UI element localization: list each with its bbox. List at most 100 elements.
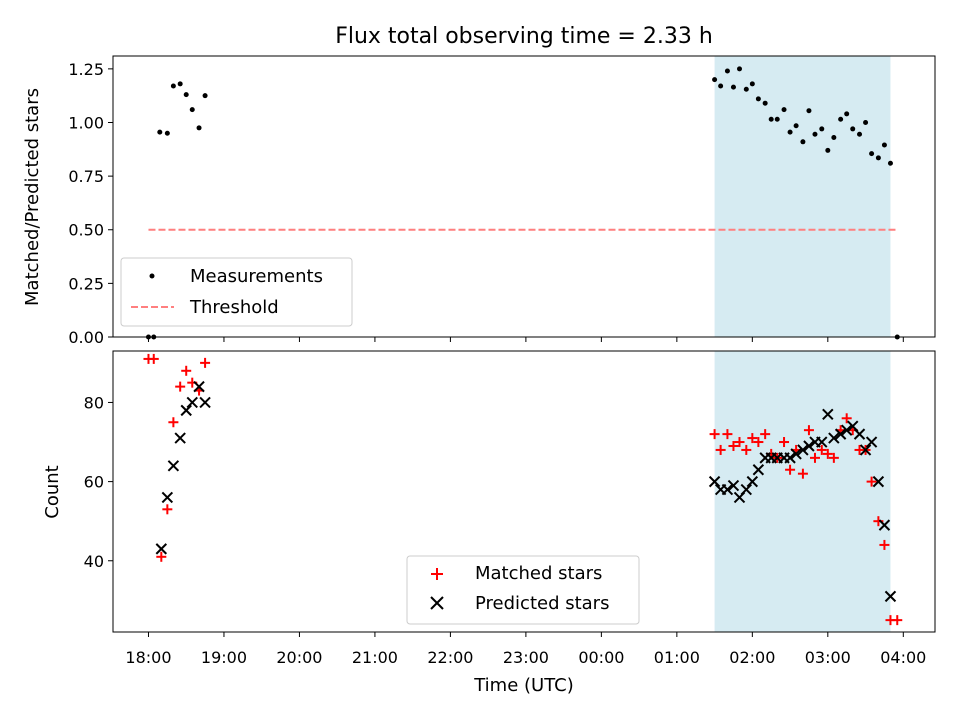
count-y-ticks: 40 60 80 <box>84 393 113 571</box>
predicted-star-point <box>872 475 885 488</box>
count-plot-frame <box>112 350 936 633</box>
matched-star-point <box>879 539 890 550</box>
measurement-point <box>183 92 189 98</box>
predicted-star-point <box>180 404 192 417</box>
matched-star-point <box>866 476 877 487</box>
matched-star-point <box>747 433 758 444</box>
measurement-point <box>762 100 768 106</box>
predicted-star-point <box>193 380 205 393</box>
ratio-marks <box>145 66 900 340</box>
matched-star-point <box>148 353 159 364</box>
x-tick-label: 02:00 <box>729 648 775 667</box>
legend-threshold-label: Threshold <box>189 297 279 318</box>
matched-star-point <box>779 437 790 448</box>
ratio-y-tick-label: 0.50 <box>68 221 104 240</box>
x-tick-label: 19:00 <box>201 648 247 667</box>
ratio-y-ticks: 0.00 0.25 0.50 0.75 1.00 1.25 <box>68 60 113 347</box>
ratio-highlight-rect <box>714 56 891 337</box>
predicted-star-point <box>865 436 878 448</box>
matched-star-point <box>822 448 833 459</box>
measurement-point <box>749 81 755 87</box>
matched-star-point <box>156 551 167 562</box>
measurement-point <box>718 83 724 89</box>
measurement-point <box>724 68 730 74</box>
measurement-point <box>196 125 202 131</box>
predicted-star-point <box>828 432 840 444</box>
legend-measurements-marker <box>149 273 155 279</box>
predicted-star-point <box>161 491 174 504</box>
measurement-point <box>189 107 195 113</box>
measurement-point <box>170 83 176 89</box>
matched-star-point <box>797 468 808 479</box>
count-highlight-span <box>714 351 891 632</box>
ratio-y-tick-label: 1.00 <box>68 113 104 132</box>
count-highlight-rect <box>714 351 891 632</box>
ratio-panel: 0.00 0.25 0.50 0.75 1.00 1.25 Matched/Predict… <box>22 55 936 347</box>
measurement-point <box>712 77 718 83</box>
matched-star-point <box>181 365 192 376</box>
measurement-point <box>774 116 780 122</box>
measurement-point <box>869 151 875 157</box>
predicted-star-point <box>708 475 721 488</box>
measurement-point <box>787 129 793 135</box>
predicted-star-point <box>878 519 891 531</box>
predicted-star-point <box>752 464 765 476</box>
count-y-tick-label: 60 <box>84 473 104 492</box>
predicted-star-point <box>853 428 866 440</box>
matched-star-point <box>722 429 733 440</box>
predicted-star-point <box>803 440 815 452</box>
count-y-tick-label: 80 <box>84 393 104 412</box>
predicted-star-point <box>167 460 180 472</box>
measurement-point <box>850 126 856 132</box>
ratio-x-ticks <box>147 337 904 342</box>
ratio-y-tick-label: 0.00 <box>68 328 104 347</box>
x-tick-label: 04:00 <box>880 648 926 667</box>
measurement-point <box>887 160 893 166</box>
predicted-star-point <box>174 432 186 444</box>
count-y-axis-label: Count <box>42 465 63 518</box>
ratio-y-tick-label: 0.25 <box>68 274 104 293</box>
predicted-star-point <box>199 396 211 409</box>
predicted-star-point <box>859 444 872 456</box>
count-legend-box <box>406 555 640 625</box>
measurement-point <box>831 135 837 141</box>
matched-star-point <box>760 429 771 440</box>
matched-star-point <box>741 444 752 455</box>
legend-measurements-label: Measurements <box>190 266 323 287</box>
x-tick-label: 18:00 <box>125 648 171 667</box>
matched-star-point <box>168 417 179 428</box>
count-y-tick-label: 40 <box>84 552 104 571</box>
matched-star-point <box>828 452 839 463</box>
measurement-point <box>825 147 831 153</box>
ratio-y-tick-label: 1.25 <box>68 60 104 79</box>
matched-star-point <box>175 381 186 392</box>
measurement-point <box>768 116 774 122</box>
legend-predicted-marker <box>430 596 444 610</box>
measurement-point <box>806 108 812 114</box>
measurement-point <box>164 130 170 136</box>
ratio-highlight-span <box>714 56 891 337</box>
series-matched-stars <box>143 353 903 626</box>
predicted-star-point <box>746 475 759 488</box>
measurement-point <box>730 84 736 90</box>
predicted-star-point <box>816 436 828 448</box>
count-x-ticks: 18:00 19:00 20:00 21:00 22:00 23:00 00:00 01:00… <box>125 632 926 667</box>
measurement-point <box>812 131 818 137</box>
count-panel: 40 60 80 18:00 19:00 20:00 21:00 22:00 23:00 00:… <box>42 350 936 696</box>
x-tick-label: 22:00 <box>427 648 473 667</box>
x-axis-label: Time (UTC) <box>473 675 574 696</box>
predicted-star-point <box>784 452 796 464</box>
measurement-point <box>875 155 881 161</box>
predicted-star-point <box>822 408 834 421</box>
predicted-star-point <box>740 483 753 496</box>
measurement-point <box>202 93 208 99</box>
measurement-point <box>881 142 887 148</box>
x-tick-label: 01:00 <box>654 648 700 667</box>
predicted-star-point <box>721 483 734 496</box>
measurement-point <box>743 86 749 92</box>
predicted-star-point <box>186 396 198 409</box>
measurement-point <box>793 123 799 129</box>
matched-star-point <box>709 429 720 440</box>
matched-star-point <box>785 464 796 475</box>
